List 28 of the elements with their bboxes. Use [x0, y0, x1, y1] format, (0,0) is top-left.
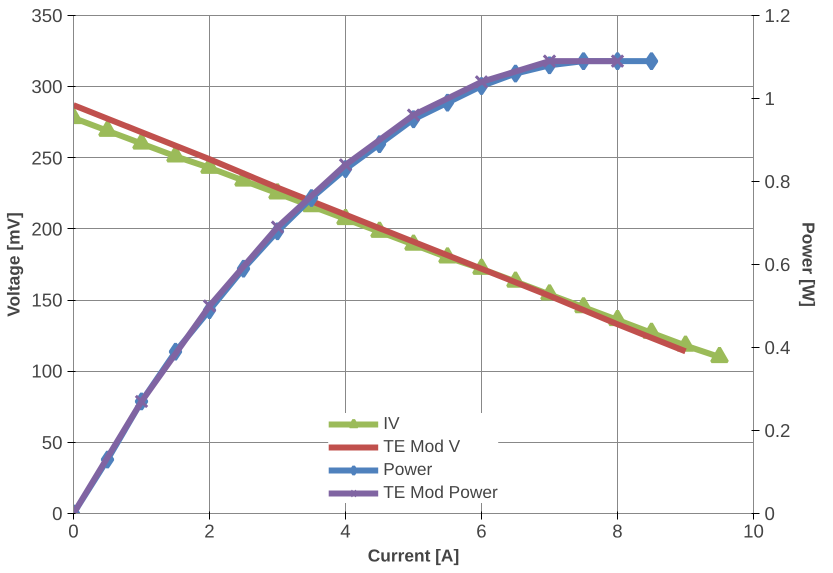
y-axis-title: Voltage [mV] — [3, 212, 24, 317]
y2-tick-label: 1.2 — [764, 5, 790, 26]
y2-tick-label: 0.2 — [764, 420, 790, 441]
x-tick-label: 10 — [743, 520, 764, 542]
x-axis-title: Current [A] — [368, 546, 460, 566]
y-tick-label: 150 — [31, 290, 63, 311]
y2-tick-label: 0.8 — [764, 171, 790, 192]
x-tick-label: 6 — [476, 520, 487, 542]
legend-label: TE Mod V — [383, 436, 460, 457]
y-tick-label: 0 — [52, 503, 63, 524]
y2-tick-label: 0.4 — [764, 337, 790, 358]
y-tick-label: 50 — [42, 432, 63, 453]
y2-tick-label: 0 — [764, 503, 775, 524]
y-tick-label: 200 — [31, 218, 63, 240]
x-tick-label: 0 — [68, 520, 79, 542]
x-tick-label: 8 — [612, 520, 623, 542]
y2-axis-title: Power [W] — [798, 222, 818, 307]
y2-tick-label: 1 — [764, 88, 775, 109]
y2-tick-label: 0.6 — [764, 254, 790, 275]
x-tick-label: 2 — [204, 520, 215, 542]
y-tick-label: 300 — [31, 76, 63, 98]
y-tick-label: 250 — [31, 147, 63, 168]
legend-label: Power — [383, 459, 432, 480]
legend-label: TE Mod Power — [383, 482, 498, 503]
y-tick-label: 100 — [31, 360, 63, 382]
y-tick-label: 350 — [31, 5, 63, 26]
legend-label: IV — [383, 413, 401, 434]
x-tick-label: 4 — [340, 520, 351, 542]
